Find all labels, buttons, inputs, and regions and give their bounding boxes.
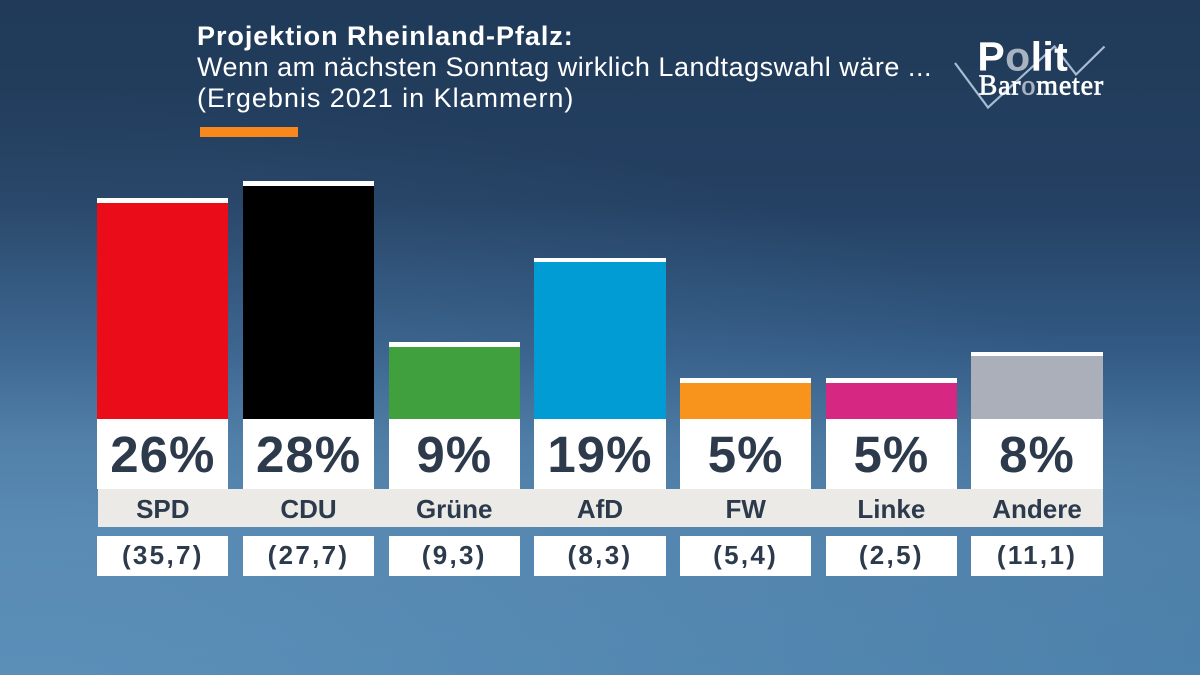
svg-text:Polit: Polit (977, 34, 1068, 80)
svg-text:Barometer: Barometer (979, 70, 1104, 101)
